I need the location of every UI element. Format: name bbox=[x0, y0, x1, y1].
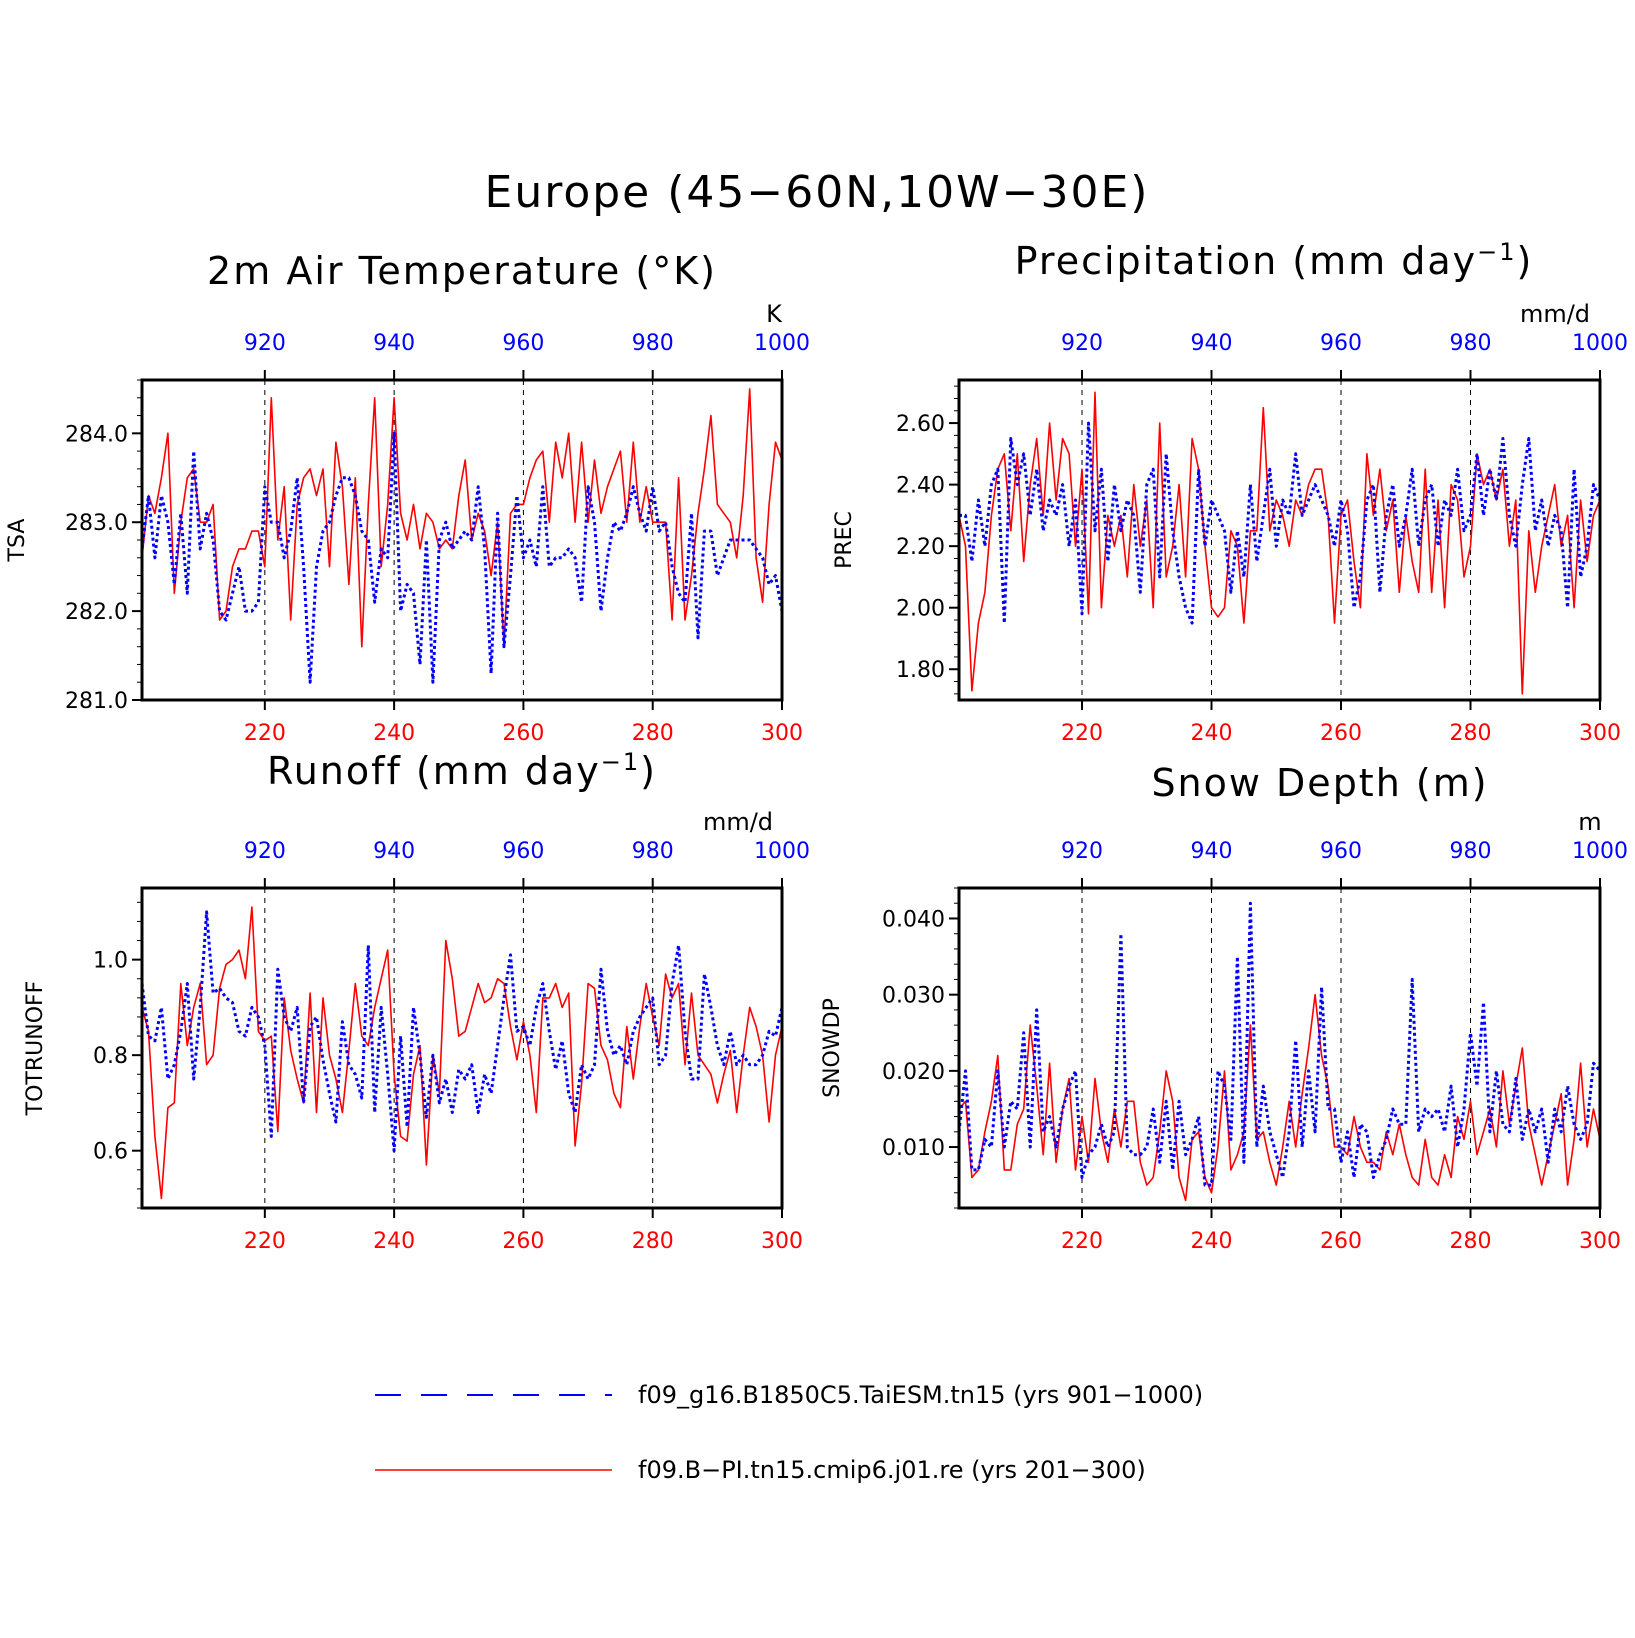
runoff-xtick-bottom-label: 260 bbox=[502, 1229, 544, 1254]
tsa-plot-frame bbox=[140, 378, 784, 702]
snowdp-plot-frame bbox=[957, 886, 1602, 1210]
legend-label-blue: f09_g16.B1850C5.TaiESM.tn15 (yrs 901−100… bbox=[638, 1381, 1203, 1409]
prec-xtick-top-label: 960 bbox=[1320, 331, 1362, 356]
runoff-xtick-top-label: 920 bbox=[244, 839, 286, 864]
prec-ytick-label: 2.40 bbox=[896, 474, 945, 499]
runoff-xtick-bottom-label: 220 bbox=[244, 1229, 286, 1254]
snowdp-ytick-label: 0.020 bbox=[882, 1060, 945, 1085]
prec-ytick-label: 2.00 bbox=[896, 597, 945, 622]
panel-snowdp: Snow Depth (m) m SNOWDP 0.010 0.020 0.030 0.04… bbox=[820, 761, 1628, 1254]
snowdp-ytick-label: 0.030 bbox=[882, 984, 945, 1009]
tsa-series-red-line bbox=[141, 388, 783, 648]
runoff-unit-label: mm/d bbox=[703, 808, 773, 836]
panel-totrunoff: Runoff (mm day−1) mm/d TOTRUNOFF 0.6 0.8 1.0 2… bbox=[23, 748, 810, 1254]
runoff-y-axis-label: TOTRUNOFF bbox=[23, 981, 48, 1117]
prec-xtick-bottom-label: 300 bbox=[1579, 721, 1621, 746]
snowdp-xtick-bottom-label: 240 bbox=[1191, 1229, 1233, 1254]
tsa-ytick-label: 282.0 bbox=[65, 600, 128, 625]
runoff-xtick-bottom-label: 280 bbox=[632, 1229, 674, 1254]
snowdp-xtick-top-label: 1000 bbox=[1572, 839, 1628, 864]
prec-unit-label: mm/d bbox=[1520, 300, 1590, 328]
prec-xtick-top-label: 940 bbox=[1191, 331, 1233, 356]
runoff-plot-frame bbox=[140, 886, 784, 1210]
prec-xtick-top-label: 980 bbox=[1450, 331, 1492, 356]
snowdp-ytick-label: 0.040 bbox=[882, 907, 945, 932]
snowdp-ytick-label: 0.010 bbox=[882, 1136, 945, 1161]
prec-ytick-label: 2.20 bbox=[896, 535, 945, 560]
snowdp-series-blue-line bbox=[957, 901, 1602, 1187]
snowdp-y-axis-label: SNOWDP bbox=[820, 998, 845, 1098]
tsa-ytick-label: 283.0 bbox=[65, 511, 128, 536]
prec-ytick-label: 2.60 bbox=[896, 412, 945, 437]
prec-xtick-bottom-label: 260 bbox=[1320, 721, 1362, 746]
tsa-unit-label: K bbox=[766, 300, 783, 328]
runoff-ytick-label: 0.8 bbox=[93, 1044, 128, 1069]
runoff-ytick-label: 1.0 bbox=[93, 949, 128, 974]
legend-label-red: f09.B−PI.tn15.cmip6.j01.re (yrs 201−300) bbox=[638, 1456, 1146, 1484]
tsa-xtick-bottom-label: 280 bbox=[632, 721, 674, 746]
tsa-ytick-label: 284.0 bbox=[65, 422, 128, 447]
runoff-xtick-top-label: 940 bbox=[373, 839, 415, 864]
prec-plot-frame bbox=[957, 378, 1602, 702]
runoff-xtick-top-label: 980 bbox=[632, 839, 674, 864]
figure-title: Europe (45−60N,10W−30E) bbox=[485, 167, 1150, 218]
tsa-xtick-top-label: 1000 bbox=[754, 331, 810, 356]
runoff-xtick-bottom-label: 300 bbox=[761, 1229, 803, 1254]
tsa-xtick-bottom-label: 260 bbox=[502, 721, 544, 746]
runoff-xtick-top-label: 960 bbox=[502, 839, 544, 864]
panel-tsa: 2m Air Temperature (°K) K TSA 281.0 282.0 283… bbox=[5, 249, 810, 746]
tsa-xtick-bottom-label: 300 bbox=[761, 721, 803, 746]
runoff-ytick-label: 0.6 bbox=[93, 1140, 128, 1165]
panel-prec: Precipitation (mm day−1) mm/d PREC 1.80 2.00… bbox=[832, 238, 1628, 746]
runoff-xtick-top-label: 1000 bbox=[754, 839, 810, 864]
snowdp-xtick-top-label: 960 bbox=[1320, 839, 1362, 864]
prec-xtick-top-label: 920 bbox=[1061, 331, 1103, 356]
tsa-xtick-top-label: 960 bbox=[502, 331, 544, 356]
prec-title: Precipitation (mm day−1) bbox=[1015, 238, 1534, 283]
legend: f09_g16.B1850C5.TaiESM.tn15 (yrs 901−100… bbox=[375, 1381, 1203, 1484]
tsa-y-axis-label: TSA bbox=[5, 519, 30, 563]
tsa-ytick-label: 281.0 bbox=[65, 689, 128, 714]
snowdp-xtick-top-label: 920 bbox=[1061, 839, 1103, 864]
runoff-series-red-line bbox=[141, 906, 783, 1200]
tsa-title: 2m Air Temperature (°K) bbox=[207, 249, 717, 293]
prec-y-axis-label: PREC bbox=[832, 511, 857, 569]
tsa-xtick-top-label: 920 bbox=[244, 331, 286, 356]
prec-series-blue-line bbox=[959, 421, 1602, 625]
snowdp-xtick-bottom-label: 260 bbox=[1320, 1229, 1362, 1254]
snowdp-xtick-top-label: 940 bbox=[1191, 839, 1233, 864]
tsa-xtick-top-label: 940 bbox=[373, 331, 415, 356]
tsa-xtick-top-label: 980 bbox=[632, 331, 674, 356]
runoff-xtick-bottom-label: 240 bbox=[373, 1229, 415, 1254]
runoff-title: Runoff (mm day−1) bbox=[267, 748, 657, 793]
runoff-series-blue-line bbox=[140, 910, 784, 1153]
snowdp-xtick-bottom-label: 280 bbox=[1450, 1229, 1492, 1254]
prec-xtick-bottom-label: 280 bbox=[1450, 721, 1492, 746]
snowdp-unit-label: m bbox=[1578, 808, 1601, 836]
prec-xtick-bottom-label: 240 bbox=[1191, 721, 1233, 746]
tsa-xtick-bottom-label: 220 bbox=[244, 721, 286, 746]
prec-xtick-top-label: 1000 bbox=[1572, 331, 1628, 356]
snowdp-title: Snow Depth (m) bbox=[1151, 761, 1488, 805]
prec-ytick-label: 1.80 bbox=[896, 658, 945, 683]
tsa-series-blue-line bbox=[140, 431, 784, 684]
tsa-xtick-bottom-label: 240 bbox=[373, 721, 415, 746]
snowdp-xtick-top-label: 980 bbox=[1450, 839, 1492, 864]
snowdp-xtick-bottom-label: 220 bbox=[1061, 1229, 1103, 1254]
prec-xtick-bottom-label: 220 bbox=[1061, 721, 1103, 746]
snowdp-xtick-bottom-label: 300 bbox=[1579, 1229, 1621, 1254]
